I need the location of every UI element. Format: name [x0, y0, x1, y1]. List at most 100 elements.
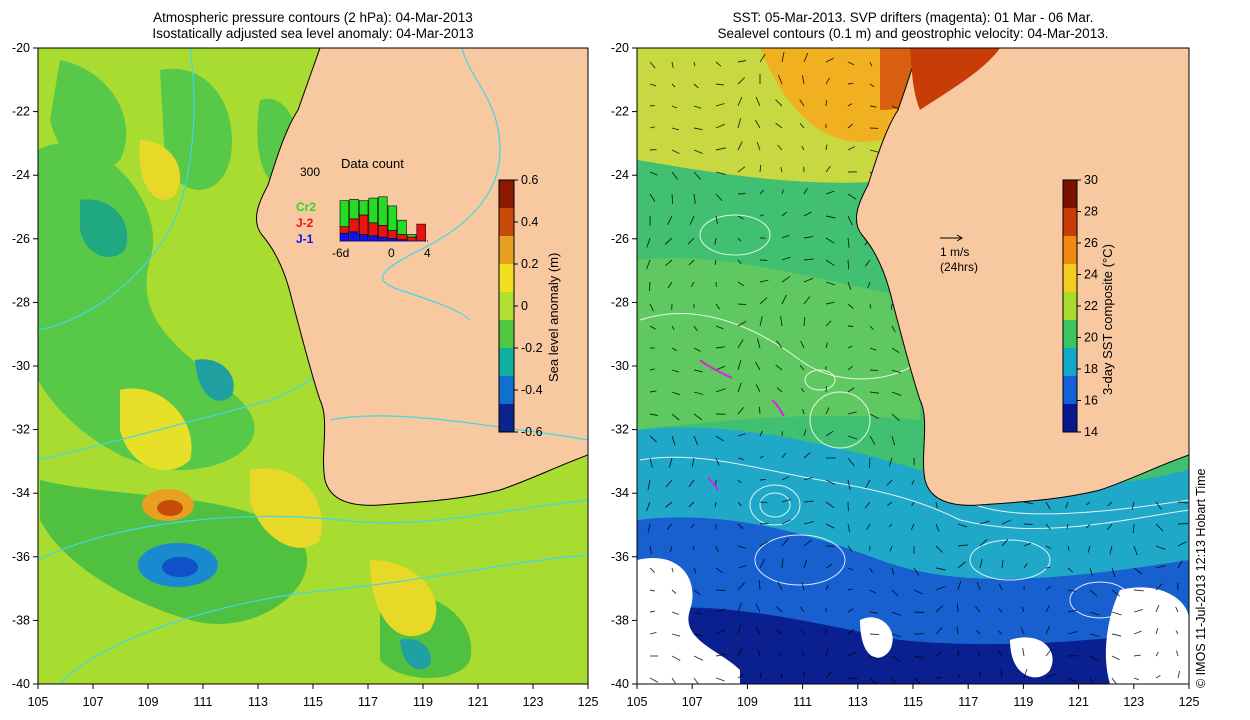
velocity-arrow [911, 479, 915, 485]
velocity-arrow [649, 610, 655, 613]
velocity-arrow [1107, 523, 1113, 530]
velocity-arrow [1176, 650, 1179, 657]
velocity-arrow [997, 630, 1003, 635]
australia-land [856, 48, 1189, 506]
velocity-arrow [737, 320, 747, 327]
velocity-arrow [693, 61, 696, 67]
velocity-arrow [671, 611, 679, 615]
velocity-arrow [825, 671, 833, 679]
velocity-arrow [1023, 501, 1034, 505]
velocity-arrow [649, 677, 659, 683]
sst-contour [754, 534, 846, 586]
x-tick-label: 125 [1179, 695, 1200, 709]
velocity-arrow [649, 303, 654, 312]
x-tick-label: 111 [793, 695, 812, 709]
velocity-arrow [715, 346, 725, 349]
velocity-arrow [737, 215, 744, 220]
velocity-arrow [847, 365, 854, 371]
colorbar-segment [1063, 320, 1077, 349]
velocity-arrow [869, 347, 877, 351]
velocity-arrow [715, 457, 720, 466]
velocity-arrow [715, 215, 718, 224]
velocity-arrow [1066, 523, 1069, 529]
velocity-arrow [737, 673, 745, 679]
sla-yellow-region [250, 468, 322, 548]
velocity-arrow [803, 521, 814, 525]
sla-teal-region [195, 359, 234, 401]
velocity-arrow [737, 407, 745, 415]
velocity-arrow [1001, 538, 1009, 547]
velocity-arrow [715, 629, 726, 635]
velocity-arrow [1001, 519, 1012, 525]
right-title: SST: 05-Mar-2013. SVP drifters (magenta)… [637, 10, 1189, 42]
velocity-arrow [715, 545, 719, 553]
velocity-arrow [737, 303, 747, 306]
velocity-arrow [1089, 677, 1095, 684]
velocity-arrow [1045, 545, 1052, 549]
velocity-arrow [780, 316, 783, 327]
colorbar-segment [499, 236, 514, 265]
velocity-arrow [891, 633, 902, 638]
colorbar-tick-label: 28 [1084, 205, 1098, 219]
velocity-arrow [715, 677, 725, 682]
velocity-arrow [1177, 501, 1188, 504]
drifter-track [771, 399, 785, 417]
y-tick-label: -32 [12, 423, 30, 437]
velocity-arrow [847, 215, 853, 226]
velocity-arrow [825, 215, 836, 219]
velocity-arrow [1089, 567, 1093, 577]
velocity-arrow [776, 629, 783, 635]
velocity-arrow [975, 629, 981, 635]
velocity-arrow [800, 388, 805, 393]
left-title: Atmospheric pressure contours (2 hPa): 0… [38, 10, 588, 42]
velocity-arrow [647, 523, 651, 533]
velocity-arrow [778, 651, 783, 657]
velocity-arrow [935, 677, 943, 679]
velocity-arrow [935, 523, 940, 532]
velocity-arrow [869, 677, 877, 684]
velocity-arrow [737, 281, 745, 287]
inset-title: Data count [341, 156, 404, 171]
velocity-arrow [1133, 608, 1143, 613]
velocity-arrow [775, 99, 783, 107]
velocity-arrow [799, 123, 805, 129]
velocity-arrow [847, 435, 858, 440]
velocity-arrow [693, 149, 703, 155]
colorbar-segment [1063, 376, 1077, 405]
sla-green-region [160, 68, 232, 190]
velocity-arrow [671, 589, 677, 594]
colorbar-tick-label: 24 [1084, 268, 1098, 282]
velocity-arrow [1089, 655, 1099, 661]
velocity-arrow [913, 677, 921, 684]
velocity-arrow [891, 611, 901, 617]
velocity-arrow [759, 164, 762, 173]
velocity-arrow [887, 501, 893, 506]
velocity-arrow [802, 408, 805, 415]
x-tick-label: 119 [413, 695, 433, 709]
inset-bar [358, 200, 369, 216]
velocity-arrow [803, 477, 814, 481]
velocity-arrow [667, 215, 673, 226]
velocity-arrow [714, 501, 717, 507]
velocity-arrow [869, 413, 879, 419]
velocity-arrow [847, 628, 855, 635]
velocity-arrow [737, 648, 743, 657]
x-tick-label: 117 [358, 695, 378, 709]
velocity-arrow [869, 83, 875, 88]
velocity-arrow [803, 296, 811, 305]
sla-high-anomaly-core [157, 500, 183, 516]
velocity-arrow [715, 388, 726, 393]
velocity-arrow [803, 258, 814, 261]
velocity-arrow [803, 559, 808, 569]
velocity-arrow [1133, 677, 1139, 681]
velocity-arrow [1155, 545, 1166, 550]
colorbar-tick-label: -0.2 [521, 341, 543, 355]
inset-x-label: -6d [332, 246, 349, 260]
velocity-arrow [825, 281, 836, 286]
velocity-arrow [891, 391, 902, 397]
velocity-arrow [800, 630, 805, 635]
y-tick-label: -36 [611, 550, 629, 564]
velocity-arrow [847, 146, 856, 151]
colorbar-segment [1063, 180, 1077, 209]
velocity-arrow [693, 171, 701, 180]
